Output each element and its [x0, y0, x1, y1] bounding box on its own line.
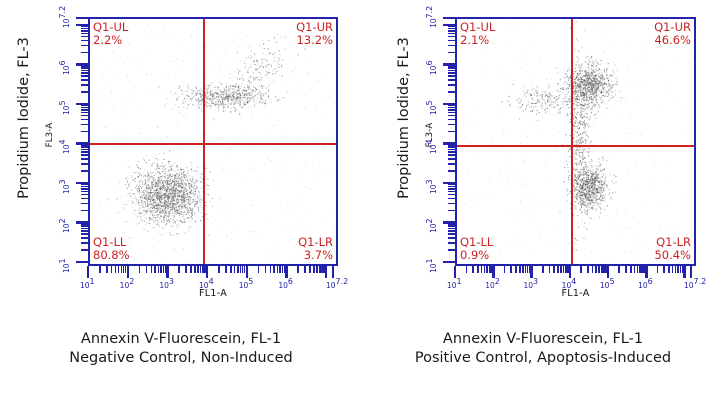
- x-tick-label: 106: [638, 277, 653, 290]
- quadrant-label-ll-left: Q1-LL 80.8%: [93, 235, 130, 262]
- x-tick-label: 102: [119, 277, 135, 290]
- x-tick-label: 101: [80, 277, 95, 290]
- quadrant-percent-lr-left: 3.7%: [303, 247, 333, 262]
- x-axis-ticks-right: [454, 266, 696, 278]
- x-tick-label: 102: [485, 277, 500, 290]
- y-axis-title-outer-right: Propidium Iodide, FL-3: [396, 37, 412, 199]
- scatter-plot-negative-control[interactable]: Q1-UL 2.2% Q1-UR 13.2% Q1-LL 80.8% Q1-LR…: [88, 17, 338, 266]
- quadrant-horizontal-line-left[interactable]: [90, 143, 336, 145]
- y-axis-title-outer-left: Propidium Iodide, FL-3: [16, 37, 32, 199]
- x-tick-label: 107.2: [326, 277, 349, 290]
- quadrant-percent-ul-right: 2.1%: [460, 32, 490, 47]
- quadrant-name-ul-left: Q1-UL: [93, 20, 129, 34]
- x-tick-label: 106: [278, 277, 294, 290]
- quadrant-percent-ul-left: 2.2%: [93, 32, 123, 47]
- y-tick-label: 101: [58, 258, 71, 273]
- y-tick-label: 106: [425, 60, 438, 76]
- quadrant-name-ll-right: Q1-LL: [460, 235, 494, 249]
- x-tick-label: 104: [561, 277, 577, 290]
- quadrant-label-ll-right: Q1-LL 0.9%: [460, 235, 494, 262]
- y-tick-label: 103: [425, 179, 438, 194]
- dot-cloud-positive-control: [457, 19, 694, 264]
- quadrant-percent-ll-right: 0.9%: [460, 247, 490, 262]
- y-tick-label: 107.2: [58, 5, 71, 28]
- caption-line1-left: Annexin V-Fluorescein, FL-1: [80, 331, 282, 347]
- x-tick-label: 105: [599, 277, 615, 290]
- quadrant-label-ul-right: Q1-UL 2.1%: [460, 20, 496, 47]
- y-tick-label: 105: [425, 100, 438, 115]
- y-tick-label: 104: [425, 139, 438, 155]
- x-axis-ticks-left: [87, 266, 338, 278]
- y-axis-ticks-right: [443, 17, 455, 266]
- quadrant-name-lr-left: Q1-LR: [298, 235, 333, 249]
- quadrant-horizontal-line-right[interactable]: [457, 145, 694, 147]
- quadrant-vertical-line-left[interactable]: [203, 19, 205, 264]
- y-tick-label: 105: [58, 100, 71, 115]
- quadrant-name-lr-right: Q1-LR: [656, 235, 691, 249]
- quadrant-percent-ll-left: 80.8%: [93, 247, 130, 262]
- quadrant-label-ur-right: Q1-UR 46.6%: [654, 20, 691, 47]
- x-tick-label: 103: [159, 277, 174, 290]
- quadrant-name-ur-left: Q1-UR: [296, 20, 333, 34]
- x-tick-label: 101: [447, 277, 462, 290]
- scatter-plot-positive-control[interactable]: Q1-UL 2.1% Q1-UR 46.6% Q1-LL 0.9% Q1-LR …: [455, 17, 696, 266]
- quadrant-percent-ur-right: 46.6%: [654, 32, 691, 47]
- x-tick-label: 104: [199, 277, 214, 290]
- y-tick-label: 102: [425, 218, 438, 234]
- caption-line2-left: Negative Control, Non-Induced: [69, 350, 293, 366]
- x-tick-label: 103: [523, 277, 539, 290]
- caption-right: Annexin V-Fluorescein, FL-1 Positive Con…: [362, 330, 724, 368]
- quadrant-name-ul-right: Q1-UL: [460, 20, 496, 34]
- caption-line1-right: Annexin V-Fluorescein, FL-1: [442, 331, 644, 347]
- plot-panel-positive-control: Propidium Iodide, FL-3 FL3-A Q1-UL 2.1% …: [362, 0, 724, 400]
- quadrant-label-lr-right: Q1-LR 50.4%: [654, 235, 691, 262]
- caption-line2-right: Positive Control, Apoptosis-Induced: [414, 350, 672, 366]
- quadrant-percent-ur-left: 13.2%: [296, 32, 333, 47]
- x-axis-name-right: FL1-A: [561, 288, 590, 299]
- quadrant-label-ur-left: Q1-UR 13.2%: [296, 20, 333, 47]
- quadrant-label-ul-left: Q1-UL 2.2%: [93, 20, 129, 47]
- dot-cloud-negative-control: [90, 19, 336, 264]
- x-tick-label: 105: [238, 277, 254, 290]
- y-axis-ticks-left: [76, 17, 88, 266]
- quadrant-name-ll-left: Q1-LL: [93, 235, 127, 249]
- x-tick-label: 107.2: [684, 277, 707, 290]
- y-tick-label: 103: [58, 179, 71, 194]
- caption-left: Annexin V-Fluorescein, FL-1 Negative Con…: [0, 330, 362, 368]
- y-tick-label: 101: [425, 258, 438, 273]
- y-tick-label: 102: [58, 218, 71, 234]
- quadrant-percent-lr-right: 50.4%: [654, 247, 691, 262]
- x-axis-name-left: FL1-A: [198, 288, 228, 299]
- y-axis-name-left: FL3-A: [45, 122, 55, 148]
- quadrant-label-lr-left: Q1-LR 3.7%: [298, 235, 333, 262]
- plot-panel-negative-control: Propidium Iodide, FL-3 FL3-A Q1-UL 2.2% …: [0, 5, 362, 368]
- quadrant-name-ur-right: Q1-UR: [654, 20, 691, 34]
- quadrant-vertical-line-right[interactable]: [571, 19, 573, 264]
- y-tick-label: 104: [58, 139, 71, 155]
- y-tick-label: 106: [58, 60, 71, 76]
- y-tick-label: 107.2: [425, 5, 438, 28]
